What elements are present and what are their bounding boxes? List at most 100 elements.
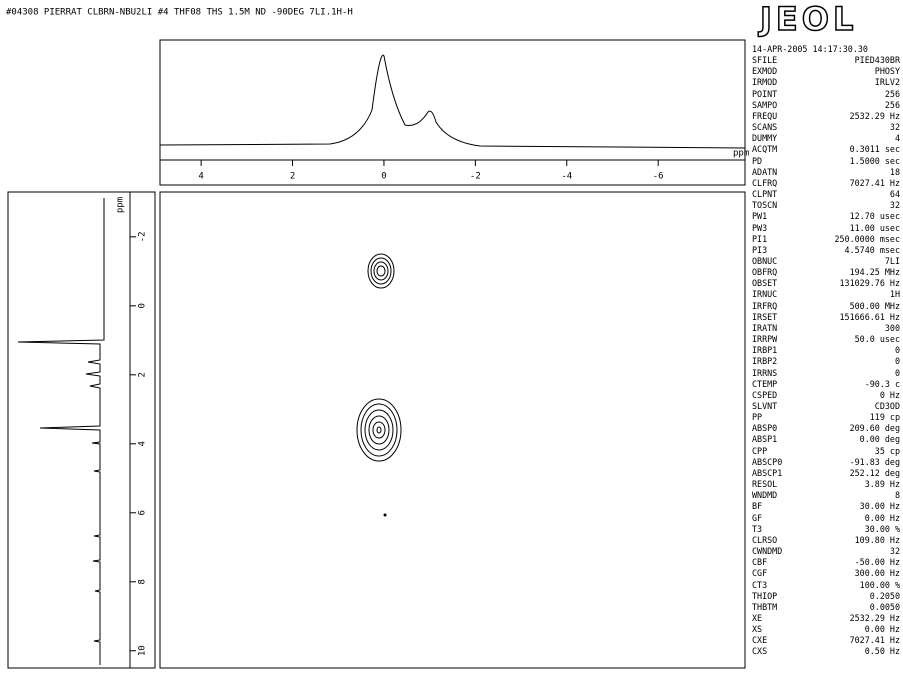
parameter-name: DUMMY	[752, 133, 778, 144]
parameter-name: ABSP1	[752, 434, 778, 445]
parameter-value: 50.0 usec	[854, 334, 900, 345]
parameter-value: 1H	[889, 289, 900, 300]
parameter-name: CT3	[752, 579, 768, 590]
y-tick-label: 10	[138, 645, 148, 656]
parameter-value: 300	[884, 322, 900, 333]
parameter: IRBP2 0	[752, 356, 902, 367]
parameter-value: CD3OD	[874, 401, 900, 411]
parameter-value: 8	[894, 490, 900, 501]
parameter: XE 2532.29 Hz	[752, 613, 902, 624]
parameter: DUMMY 4	[752, 133, 902, 144]
parameter-value: 109.80 Hz	[854, 534, 900, 545]
parameter-value: 0	[894, 345, 900, 356]
parameter-value: 0	[894, 367, 900, 378]
cross-peak	[383, 513, 387, 517]
f2-box	[159, 39, 746, 186]
parameter: PD 1.5000 sec	[752, 156, 902, 167]
parameter-value: 194.25 MHz	[849, 267, 900, 278]
parameter-value: 12.70 usec	[849, 211, 900, 222]
x-tick-label: -2	[470, 172, 481, 182]
parameter: CPP 35 cp	[752, 446, 902, 457]
parameter-name: PP	[752, 412, 763, 423]
y-tick-label: 2	[138, 372, 148, 377]
main-box	[159, 191, 746, 669]
parameter-name: XE	[752, 612, 763, 623]
parameter: CLPNT 64	[752, 189, 902, 200]
parameter-value: 7027.41 Hz	[849, 635, 900, 646]
parameter-name: SCANS	[752, 122, 778, 133]
parameter: RESOL 3.89 Hz	[752, 479, 902, 490]
parameter: PW3 11.00 usec	[752, 223, 902, 234]
parameter-value: 0.50 Hz	[864, 646, 900, 657]
parameter-value: 100.00 %	[859, 579, 900, 590]
parameter-name: SAMPO	[752, 99, 778, 110]
parameter-name: CXE	[752, 635, 768, 646]
x-tick-label: -4	[561, 172, 572, 182]
y-tick-label: 0	[138, 303, 148, 308]
y-tick-label: -2	[138, 231, 148, 242]
logo-text: JEOL	[759, 0, 858, 39]
parameter-value: 4	[894, 133, 900, 144]
parameter-name: IRRNS	[752, 367, 778, 378]
parameter: ACQTM 0.3011 sec	[752, 144, 902, 155]
date: 14-APR-2005 14:17:30.30	[752, 44, 868, 54]
parameter-value: 0 Hz	[879, 389, 900, 400]
parameter: IRRPW 50.0 usec	[752, 334, 902, 345]
f2-trace	[159, 54, 746, 149]
parameter-value: 131029.76 Hz	[839, 278, 900, 289]
x-tick-label: 2	[290, 172, 295, 182]
parameter: TOSCN 32	[752, 200, 902, 211]
parameter-name: IRNUC	[752, 289, 778, 300]
parameter: CLFRQ 7027.41 Hz	[752, 178, 902, 189]
parameter: FREQU 2532.29 Hz	[752, 111, 902, 122]
parameter-value: 30.00 %	[864, 523, 900, 534]
parameter: ABSP0 209.60 deg	[752, 423, 902, 434]
parameter-name: BF	[752, 501, 763, 512]
parameter-value: PIED430BR	[854, 55, 900, 66]
parameter-value: 11.00 usec	[849, 222, 900, 233]
parameter-value: 64	[889, 189, 900, 200]
parameter-name: IRMOD	[752, 77, 778, 88]
parameter-name: ACQTM	[752, 144, 778, 155]
parameter: CLRSO 109.80 Hz	[752, 535, 902, 546]
parameter-value: 3.89 Hz	[864, 479, 900, 490]
parameter-value: 500.00 MHz	[849, 300, 900, 311]
parameter-value: 35 cp	[874, 445, 900, 456]
x-axis-label: ppm	[733, 149, 749, 159]
parameter-name: FREQU	[752, 110, 778, 121]
parameter: SFILE PIED430BR	[752, 55, 902, 66]
f1-trace	[17, 198, 105, 665]
parameter-name: WNDMD	[752, 490, 778, 501]
parameter: WNDMD 8	[752, 490, 902, 501]
parameter-value: 300.00 Hz	[854, 568, 900, 579]
y-tick-label: 6	[138, 510, 148, 515]
parameter-value: 0.0050	[869, 601, 900, 612]
parameter: THIOP 0.2050	[752, 591, 902, 602]
parameter: PW1 12.70 usec	[752, 211, 902, 222]
parameter-value: -50.00 Hz	[854, 557, 900, 568]
cross-peak	[356, 398, 402, 462]
parameter: THBTM 0.0050	[752, 602, 902, 613]
parameter-name: THIOP	[752, 590, 778, 601]
parameter-value: IRLV2	[874, 77, 900, 88]
parameter-value: 0.3011 sec	[849, 144, 900, 155]
parameter-name: T3	[752, 523, 763, 534]
f1-box	[7, 191, 156, 669]
parameter-value: PHOSY	[874, 66, 900, 77]
parameter-value: 30.00 Hz	[859, 501, 900, 512]
parameter: IRRNS 0	[752, 368, 902, 379]
y-axis-label: ppm	[116, 197, 126, 213]
parameter-value: 0.00 Hz	[864, 624, 900, 635]
parameter-value: 256	[884, 88, 900, 99]
parameter-name: OBFRQ	[752, 267, 778, 278]
parameter: IRMOD IRLV2	[752, 77, 902, 88]
parameter-value: 209.60 deg	[849, 423, 900, 434]
parameter: CGF 300.00 Hz	[752, 568, 902, 579]
parameter-name: CXS	[752, 646, 768, 657]
parameter: IRFRQ 500.00 MHz	[752, 301, 902, 312]
parameter: GF 0.00 Hz	[752, 513, 902, 524]
parameter-name: CPP	[752, 445, 768, 456]
parameter-name: CTEMP	[752, 378, 778, 389]
parameter: SLVNT CD3OD	[752, 401, 902, 412]
